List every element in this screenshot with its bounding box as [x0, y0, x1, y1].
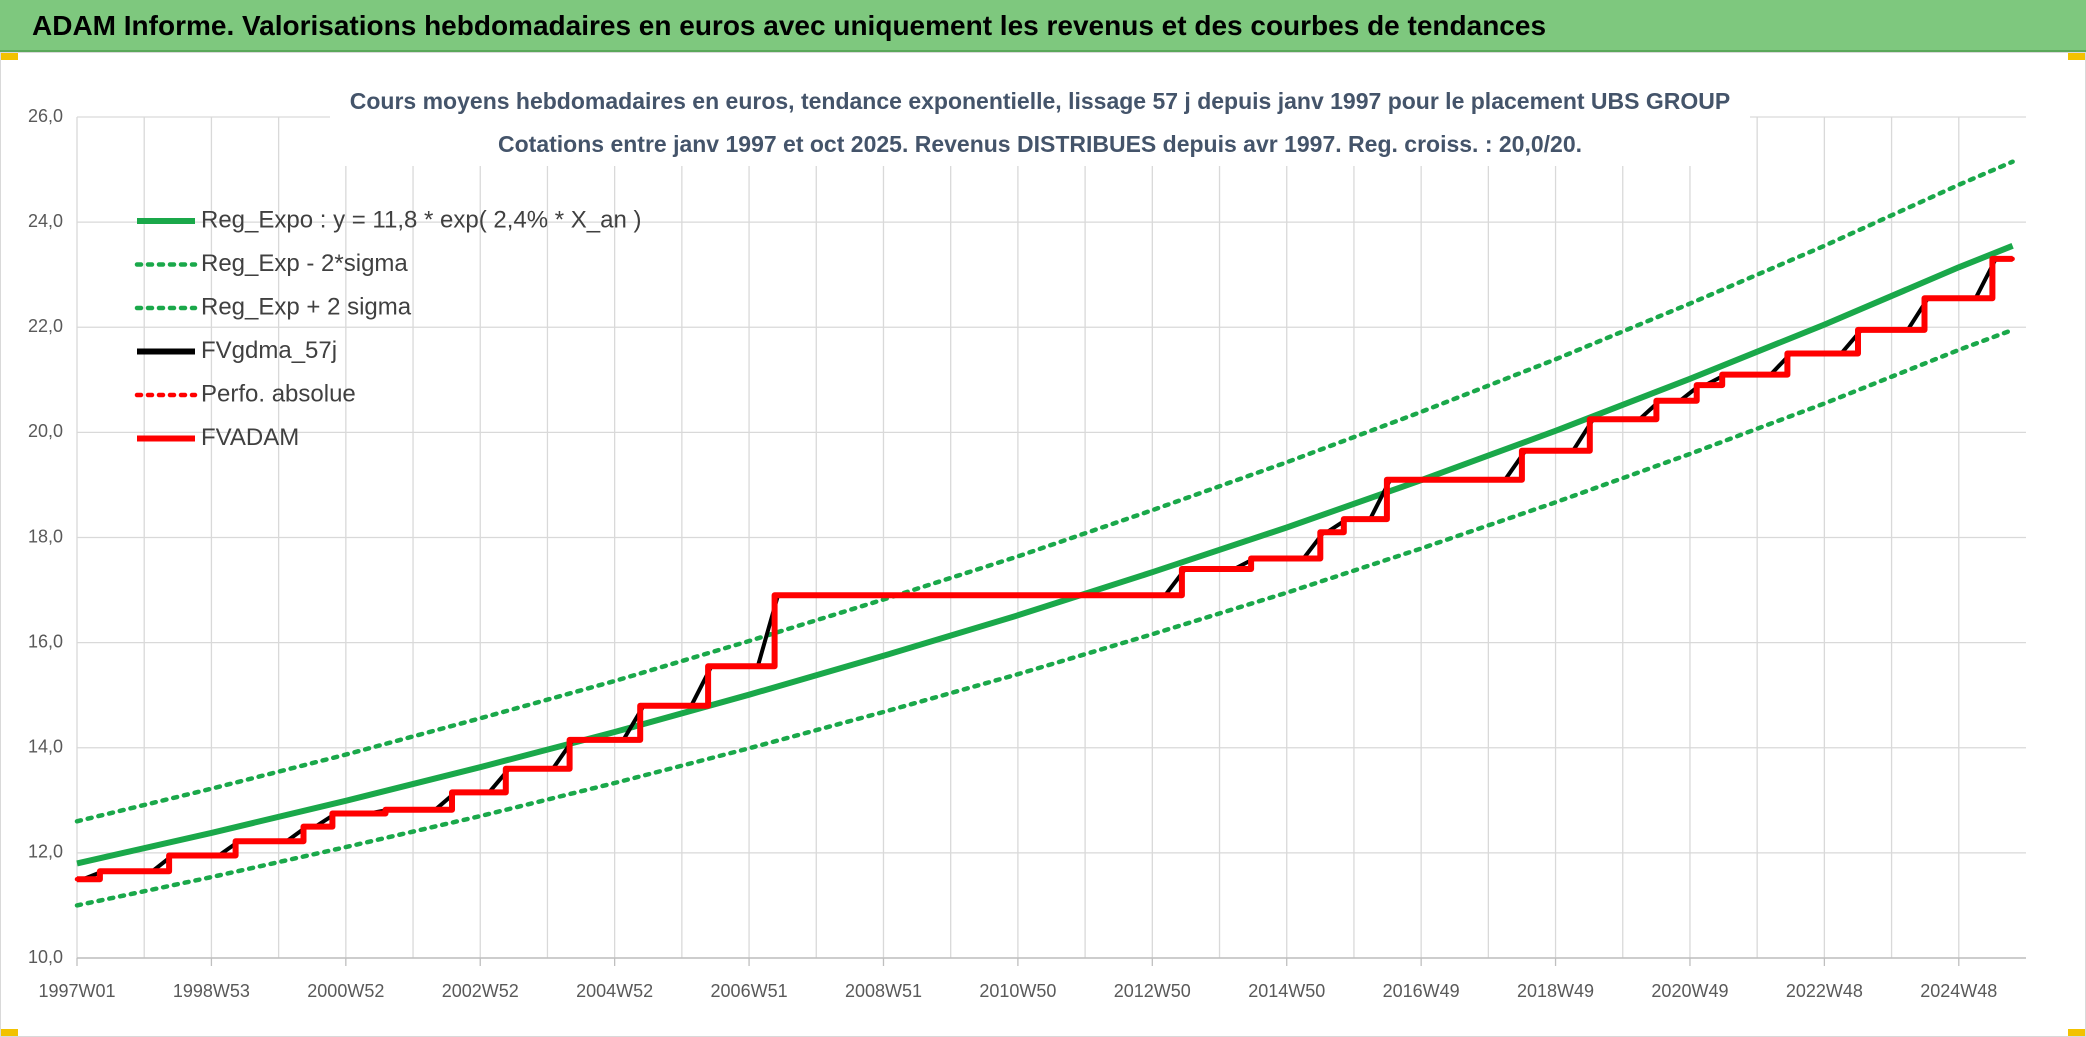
- series-line: [74, 256, 2015, 882]
- y-tick-label: 18,0: [28, 526, 63, 546]
- x-tick-label: 2002W52: [442, 981, 519, 1001]
- chart-title: Cours moyens hebdomadaires en euros, ten…: [350, 88, 1730, 114]
- series-line: [77, 255, 2013, 883]
- x-tick-label: 2008W51: [845, 981, 922, 1001]
- series-line: [74, 159, 2015, 824]
- legend-label: Perfo. absolue: [201, 380, 356, 407]
- legend-label: Reg_Exp - 2*sigma: [201, 250, 408, 277]
- y-tick-label: 14,0: [28, 737, 63, 757]
- y-tick-label: 22,0: [28, 316, 63, 336]
- x-tick-label: 2018W49: [1517, 981, 1594, 1001]
- series-line: [77, 256, 2013, 882]
- title-backing: [330, 84, 1750, 166]
- x-tick-label: 2004W52: [576, 981, 653, 1001]
- y-tick-label: 20,0: [28, 421, 63, 441]
- corner: [2068, 52, 2086, 60]
- y-tick-label: 16,0: [28, 631, 63, 651]
- header-bar: ADAM Informe. Valorisations hebdomadaire…: [0, 0, 2086, 52]
- y-tick-label: 10,0: [28, 947, 63, 967]
- x-tick-label: 2022W48: [1786, 981, 1863, 1001]
- corner: [0, 1029, 18, 1037]
- x-tick-label: 2012W50: [1114, 981, 1191, 1001]
- x-tick-label: 2016W49: [1383, 981, 1460, 1001]
- x-tick-label: 2020W49: [1651, 981, 1728, 1001]
- y-tick-label: 24,0: [28, 211, 63, 231]
- chart-subtitle: Cotations entre janv 1997 et oct 2025. R…: [498, 131, 1582, 157]
- series-line: [76, 243, 2014, 867]
- header-title: ADAM Informe. Valorisations hebdomadaire…: [32, 10, 1547, 41]
- series-line: [74, 327, 2015, 908]
- corner: [0, 52, 18, 60]
- x-tick-label: 2024W48: [1920, 981, 1997, 1001]
- legend-label: FVADAM: [201, 424, 299, 451]
- legend-label: Reg_Expo : y = 11,8 * exp( 2,4% * X_an ): [201, 206, 641, 233]
- legend-label: FVgdma_57j: [201, 337, 337, 364]
- x-tick-label: 1998W53: [173, 981, 250, 1001]
- legend-label: Reg_Exp + 2 sigma: [201, 293, 412, 320]
- y-tick-label: 26,0: [28, 106, 63, 126]
- x-tick-label: 1997W01: [38, 981, 115, 1001]
- x-tick-label: 2010W50: [979, 981, 1056, 1001]
- y-tick-label: 12,0: [28, 842, 63, 862]
- x-tick-label: 2014W50: [1248, 981, 1325, 1001]
- corner: [2068, 1029, 2086, 1037]
- x-tick-label: 2000W52: [307, 981, 384, 1001]
- x-tick-label: 2006W51: [711, 981, 788, 1001]
